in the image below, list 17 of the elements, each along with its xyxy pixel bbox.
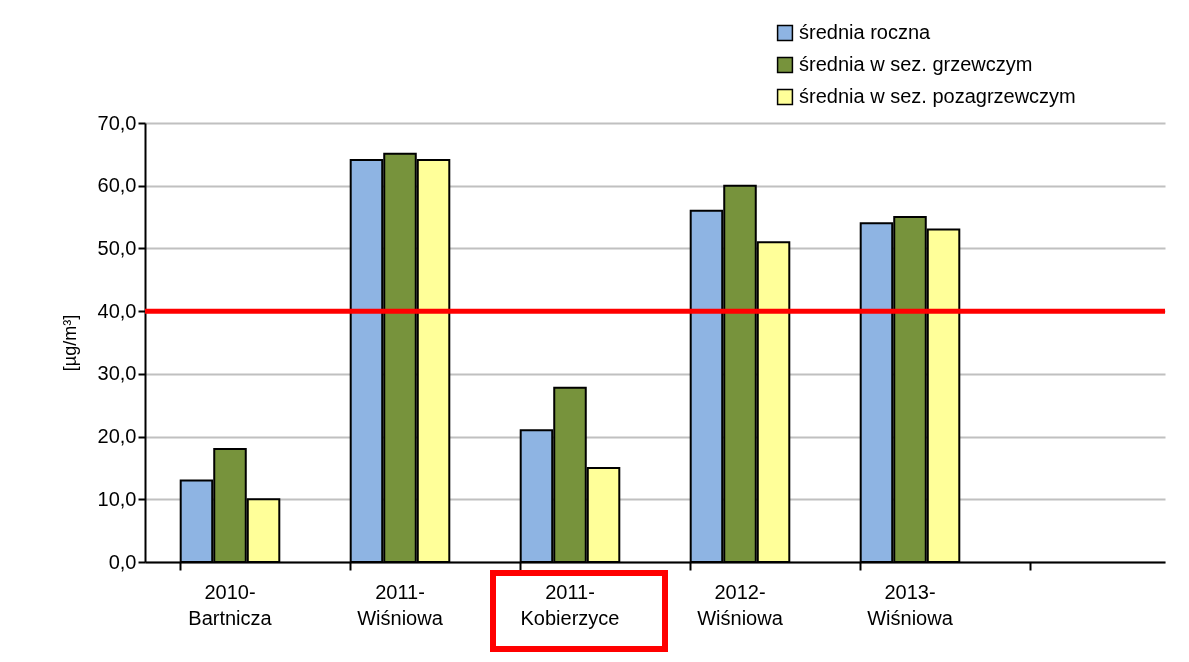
y-tick-label: 70,0: [97, 111, 137, 134]
x-tick-label: 2013-Wiśniowa: [867, 580, 954, 629]
y-tick-label: 40,0: [97, 299, 137, 322]
x-tick-label: 2011-Wiśniowa: [357, 580, 444, 629]
y-axis-title: [µg/m³]: [59, 314, 80, 372]
x-tick-label: 2011-Kobierzyce: [520, 580, 620, 629]
legend-label: średnia w sez. pozagrzewczym: [799, 85, 1076, 107]
legend-label: średnia w sez. grzewczym: [799, 53, 1033, 75]
y-tick-label: 10,0: [97, 487, 137, 510]
y-tick-label: 60,0: [97, 174, 137, 197]
x-tick-label: 2010-Bartnicza: [188, 580, 273, 629]
legend-label: średnia roczna: [799, 21, 932, 43]
y-tick-label: 0,0: [108, 550, 137, 573]
y-tick-label: 50,0: [97, 236, 137, 259]
y-tick-label: 30,0: [97, 362, 137, 385]
y-tick-label: 20,0: [97, 425, 137, 448]
x-tick-label: 2012-Wiśniowa: [697, 580, 784, 629]
